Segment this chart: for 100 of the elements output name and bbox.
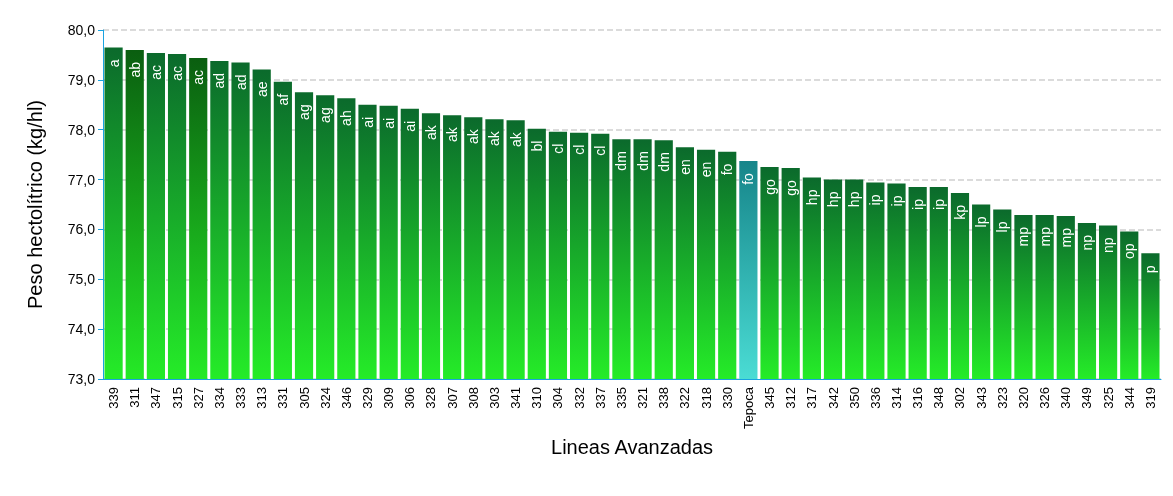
data-label: ac [147,64,164,80]
y-tick-label: 80,0 [67,22,96,38]
x-tick-label: 333 [233,387,249,409]
data-label: op [1121,243,1138,259]
x-tick-label: 318 [698,387,714,409]
x-tick-label: 325 [1100,387,1116,409]
y-tick-label: 76,0 [67,221,96,238]
x-tick-label: 344 [1121,387,1137,409]
data-label: dm [655,152,672,172]
data-label: ip [930,198,947,210]
data-label: mp [1036,226,1053,247]
data-label: ip [867,194,884,206]
x-tick-label: 330 [719,387,735,409]
data-label: np [1100,237,1117,254]
x-tick-label: 339 [106,387,122,409]
x-tick-label: 308 [465,387,481,409]
data-label: ak [422,124,439,141]
data-label: hp [825,191,842,208]
x-tick-label: 309 [381,387,397,409]
x-tick-label: 302 [952,387,968,409]
data-label: fo [740,172,757,185]
data-label: cl [592,145,609,156]
data-label: go [761,178,778,195]
data-label: ai [401,120,418,132]
data-label: ah [338,110,355,126]
data-label: ak [465,128,482,145]
data-label: dm [634,151,651,171]
x-tick-label: 323 [994,387,1010,409]
x-tick-label: 326 [1037,387,1053,409]
data-label: af [274,93,291,106]
data-label: ab [126,61,143,78]
data-label: mp [1015,226,1032,247]
x-tick-label: 336 [867,387,883,409]
data-label: ak [507,131,524,148]
data-label: hp [846,191,863,208]
data-label: lp [973,216,990,228]
x-tick-label: 306 [402,387,418,409]
x-tick-label: 327 [190,387,206,409]
y-tick-label: 74,0 [67,321,96,338]
x-tick-label: 334 [211,387,227,409]
data-label: ag [317,107,334,123]
x-tick-label: 349 [1079,387,1095,409]
data-label: lp [994,221,1011,233]
data-label: ai [359,116,376,128]
x-tick-label: 345 [762,387,778,409]
x-tick-label: 305 [296,387,312,409]
data-label: go [782,179,799,196]
data-label: ai [380,117,397,129]
data-label: p [1142,265,1159,274]
data-label: kp [951,204,968,220]
data-label: en [676,159,693,175]
x-tick-label: 316 [910,387,926,409]
x-tick-label: 310 [529,387,545,409]
data-label: ak [486,130,503,147]
data-label: ad [232,74,249,90]
y-tick-label: 73,0 [67,371,96,387]
x-tick-label: 315 [169,387,185,409]
data-label: ip [909,198,926,210]
y-tick-label: 78,0 [67,121,96,138]
x-tick-label: 307 [444,387,460,409]
x-tick-label: 350 [846,387,862,409]
x-tick-label: 319 [1142,387,1158,409]
data-label: ak [444,126,461,143]
x-tick-label: 304 [550,387,566,409]
data-label: ae [253,81,270,97]
x-tick-label: 324 [317,387,333,409]
y-tick-label: 79,0 [67,71,96,88]
y-tick-label: 77,0 [67,171,96,188]
x-axis-title: Lineas Avanzadas [551,436,713,458]
data-label: ag [296,104,313,120]
data-label: np [1078,234,1095,251]
x-tick-label: 313 [254,387,270,409]
x-tick-label: 314 [889,387,904,409]
x-tick-label: Tepoca [740,386,756,429]
data-label: dm [613,151,630,171]
x-tick-label: 335 [613,387,629,409]
x-tick-label: 321 [635,387,651,409]
data-label: a [105,59,122,68]
x-tick-label: 311 [127,387,143,408]
data-label: mp [1057,227,1074,248]
data-label: cl [549,143,566,154]
data-label: ip [888,195,905,207]
x-tick-label: 338 [656,387,672,409]
x-tick-label: 348 [931,387,947,409]
data-label: ac [190,69,207,85]
x-tick-label: 329 [360,387,375,409]
data-label: fo [719,163,736,176]
x-tick-label: 328 [423,387,439,409]
x-tick-label: 320 [1015,387,1031,409]
data-label: hp [803,189,820,206]
x-tick-label: 337 [592,387,608,409]
x-tick-label: 342 [825,387,841,409]
data-label: cl [571,144,588,155]
x-tick-label: 303 [486,387,502,409]
x-tick-label: 346 [338,387,354,409]
data-label: bl [528,140,545,152]
x-tick-label: 343 [973,387,989,409]
x-tick-label: 312 [783,387,799,409]
x-tick-label: 332 [571,387,587,409]
y-tick-label: 75,0 [67,271,96,288]
